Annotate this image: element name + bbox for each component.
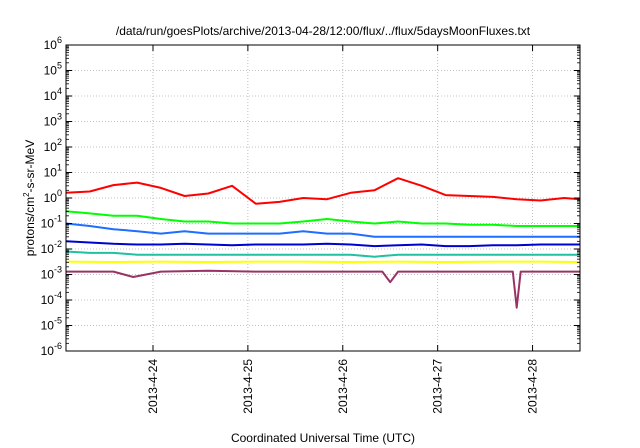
y-tick-label: 10-4	[41, 290, 62, 307]
y-axis-label-rest: -s-sr-MeV	[23, 140, 37, 193]
y-axis: 10-6 10-5 10-4 10-3 10-2 10-1 100 101 102 103 104 1…	[41, 35, 580, 358]
y-tick-label: 10-2	[41, 239, 62, 256]
x-tick-label: 2013-4-24	[146, 359, 160, 414]
y-tick-label: 103	[44, 112, 62, 129]
y-tick-label: 10-1	[41, 214, 62, 231]
series-line-2	[65, 210, 580, 227]
x-tick-label: 2013-4-27	[431, 359, 445, 414]
x-tick-label: 2013-4-25	[241, 359, 255, 414]
x-axis: 2013-4-24 2013-4-25 2013-4-26 2013-4-27 2013…	[146, 45, 540, 414]
y-axis-label-main: protons/cm	[23, 197, 37, 256]
series-line-4	[65, 240, 580, 248]
x-tick-label: 2013-4-26	[336, 359, 350, 414]
y-tick-label: 100	[44, 188, 62, 205]
y-axis-label-sup: 2	[22, 192, 31, 197]
series-line-7	[66, 269, 580, 309]
y-tick-label: 101	[44, 163, 62, 180]
y-axis-label: protons/cm2-s-sr-MeV	[22, 140, 37, 256]
y-tick-label: 10-3	[41, 265, 62, 282]
series-line-5	[65, 250, 580, 258]
y-tick-label: 10-6	[41, 341, 62, 358]
chart-title: /data/run/goesPlots/archive/2013-04-28/1…	[116, 24, 531, 38]
y-tick-label: 104	[44, 86, 62, 103]
y-tick-label: 106	[44, 35, 62, 52]
y-tick-label: 102	[44, 137, 62, 154]
x-axis-label: Coordinated Universal Time (UTC)	[231, 431, 415, 445]
grid	[66, 44, 580, 352]
series-layer	[65, 177, 581, 309]
x-tick-label: 2013-4-28	[526, 359, 540, 414]
y-tick-label: 105	[44, 61, 62, 78]
series-line-1	[65, 177, 581, 205]
y-tick-label: 10-5	[41, 316, 62, 333]
series-line-3	[65, 222, 580, 238]
